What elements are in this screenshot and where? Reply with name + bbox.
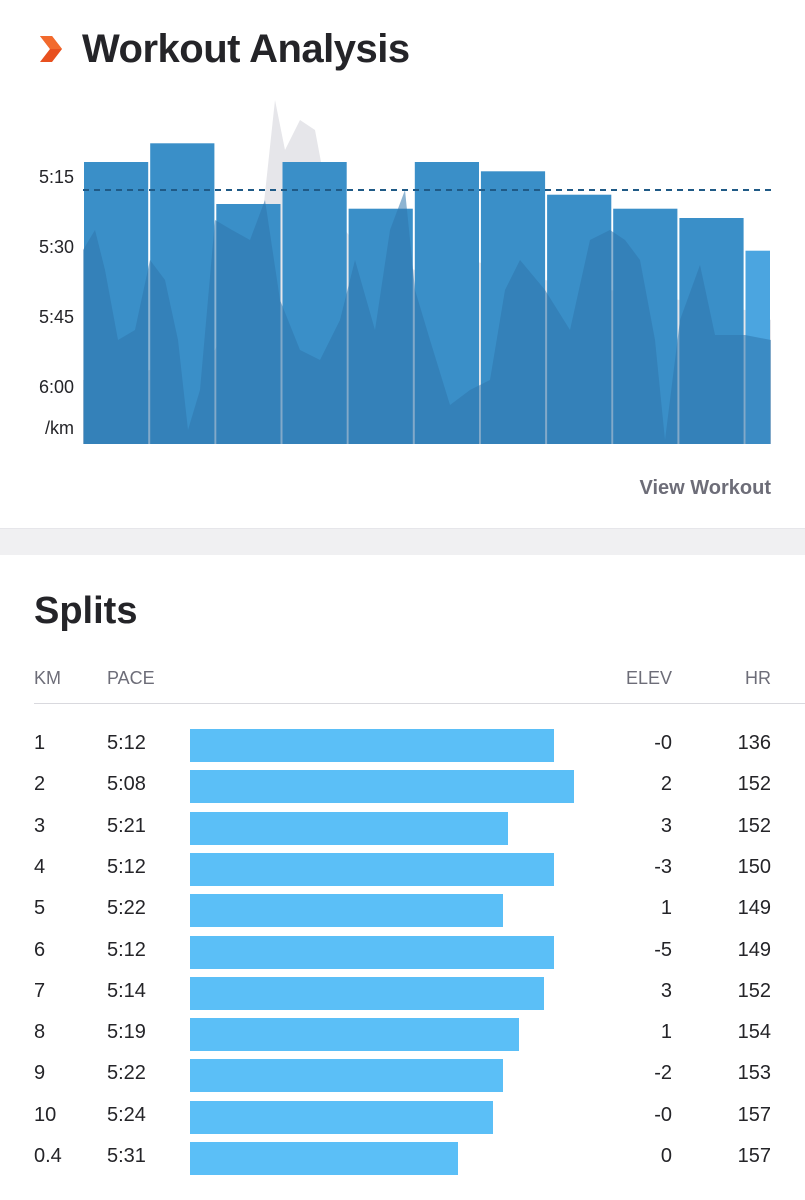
split-km: 4 — [34, 855, 46, 878]
split-row: 3 5:21 3 152 — [0, 808, 805, 849]
split-hr: 157 — [737, 1103, 771, 1126]
split-km: 1 — [34, 732, 46, 754]
split-elev: 1 — [660, 1021, 672, 1044]
split-pace: 5:24 — [107, 1103, 146, 1126]
split-hr: 157 — [737, 1145, 771, 1167]
split-row: 8 5:19 1 154 — [0, 1014, 805, 1055]
split-pace: 5:12 — [107, 855, 146, 878]
pace-chart-svg: 5:15 5:30 5:45 6:00/km — [39, 100, 771, 445]
pace-chart: 5:15 5:30 5:45 6:00/km — [0, 90, 805, 460]
section-divider — [0, 528, 805, 555]
split-elev: 1 — [660, 897, 672, 920]
split-pace: 5:19 — [107, 1021, 146, 1044]
split-elev: -5 — [654, 938, 672, 961]
split-row: 9 5:22 -2 153 — [0, 1055, 805, 1096]
col-header-elev: ELEV — [625, 668, 672, 688]
split-hr: 149 — [737, 897, 771, 920]
split-elev: -0 — [654, 732, 672, 754]
split-pace-bar — [190, 1059, 504, 1093]
page-title: Workout Analysis — [82, 27, 410, 71]
split-row: 6 5:12 -5 149 — [0, 932, 805, 973]
split-pace-bar — [190, 770, 574, 804]
split-pace-bar — [190, 1018, 519, 1052]
split-km: 3 — [34, 814, 46, 837]
split-km: 8 — [34, 1021, 46, 1044]
split-pace: 5:31 — [107, 1145, 146, 1167]
y-tick-label: 5:30 — [39, 237, 74, 257]
split-pace-bar — [190, 852, 554, 886]
split-pace: 5:08 — [107, 773, 146, 796]
split-row: 4 5:12 -3 150 — [0, 849, 805, 890]
split-pace: 5:14 — [107, 979, 146, 1002]
split-row: 5 5:22 1 149 — [0, 890, 805, 931]
split-hr: 149 — [737, 938, 771, 961]
split-elev: -0 — [654, 1103, 672, 1126]
split-elev: 3 — [660, 979, 672, 1002]
split-elev: 2 — [660, 773, 672, 796]
split-row: 2 5:08 2 152 — [0, 766, 805, 807]
split-pace-bar — [190, 1100, 494, 1134]
pace-trace-overlay — [83, 190, 771, 444]
split-km: 9 — [34, 1062, 46, 1085]
split-km: 5 — [34, 897, 46, 920]
split-hr: 154 — [737, 1021, 771, 1044]
split-pace-bar — [190, 935, 554, 969]
split-hr: 153 — [737, 1062, 771, 1085]
view-workout-link[interactable]: View Workout — [639, 477, 771, 499]
y-tick-label: 6:00 — [39, 377, 74, 397]
col-header-pace: PACE — [107, 668, 155, 688]
split-pace-bar — [190, 1142, 458, 1175]
y-axis-unit: /km — [45, 418, 74, 438]
split-pace: 5:22 — [107, 1062, 146, 1085]
split-row: 10 5:24 -0 157 — [0, 1097, 805, 1138]
split-hr: 150 — [737, 855, 771, 878]
col-header-hr: HR — [745, 668, 771, 688]
split-pace-bar — [190, 729, 554, 762]
split-elev: -2 — [654, 1062, 672, 1085]
split-elev: 0 — [660, 1145, 672, 1167]
split-hr: 136 — [737, 732, 771, 754]
split-pace: 5:12 — [107, 938, 146, 961]
header-divider — [34, 703, 805, 704]
split-pace: 5:21 — [107, 814, 146, 837]
split-km: 7 — [34, 979, 46, 1002]
split-row: 1 5:12 -0 136 — [0, 725, 805, 766]
split-hr: 152 — [737, 814, 771, 837]
split-km: 0.4 — [34, 1145, 62, 1167]
split-pace-bar — [190, 811, 509, 845]
y-tick-label: 5:15 — [39, 167, 74, 187]
strava-chevron-icon — [40, 36, 62, 62]
y-tick-label: 5:45 — [39, 307, 74, 327]
split-km: 10 — [34, 1103, 57, 1126]
split-row: 0.4 5:31 0 157 — [0, 1138, 805, 1179]
split-pace-bar — [190, 976, 544, 1010]
split-pace: 5:22 — [107, 897, 146, 920]
header: Workout Analysis — [0, 0, 805, 100]
split-hr: 152 — [737, 979, 771, 1002]
split-elev: -3 — [654, 855, 672, 878]
split-pace-bar — [190, 894, 504, 928]
split-pace: 5:12 — [107, 732, 146, 754]
split-km: 6 — [34, 938, 46, 961]
split-hr: 152 — [737, 773, 771, 796]
col-header-km: KM — [34, 668, 61, 688]
splits-title: Splits — [34, 590, 138, 632]
split-row: 7 5:14 3 152 — [0, 973, 805, 1014]
split-elev: 3 — [660, 814, 672, 837]
split-km: 2 — [34, 773, 46, 796]
